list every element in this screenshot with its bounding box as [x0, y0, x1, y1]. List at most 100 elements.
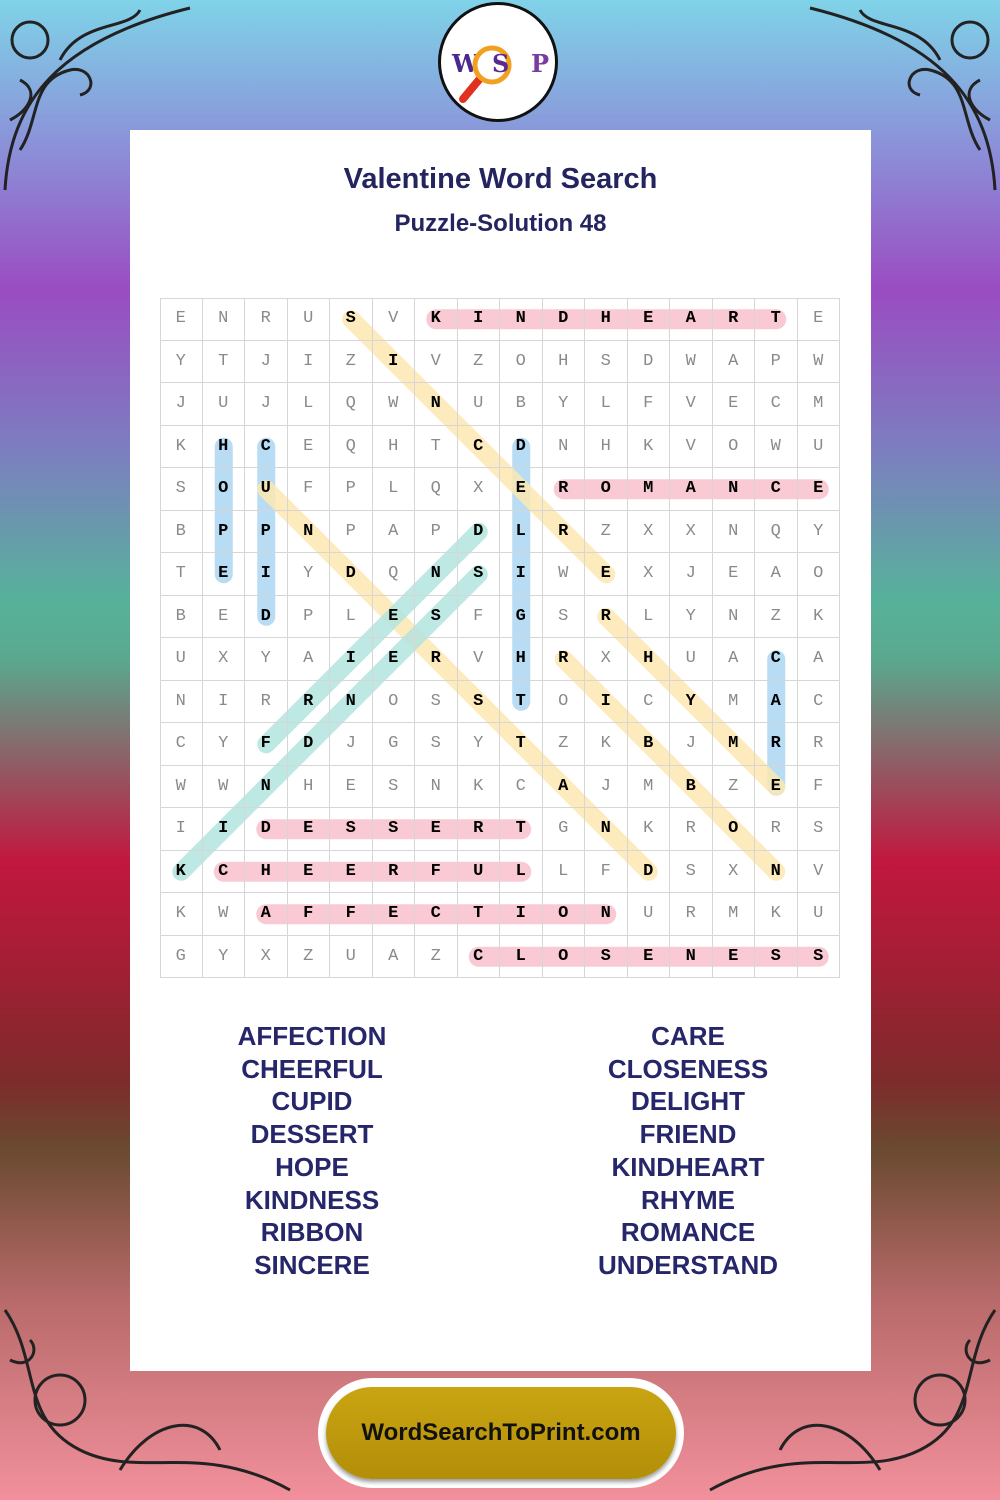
grid-cell[interactable]: D: [627, 850, 670, 893]
grid-cell[interactable]: R: [797, 723, 840, 766]
grid-cell[interactable]: E: [797, 298, 840, 341]
grid-cell[interactable]: A: [670, 298, 713, 341]
grid-cell[interactable]: Z: [415, 935, 458, 978]
grid-cell[interactable]: N: [755, 850, 798, 893]
grid-cell[interactable]: I: [287, 340, 330, 383]
grid-cell[interactable]: V: [415, 340, 458, 383]
grid-cell[interactable]: R: [542, 638, 585, 681]
grid-cell[interactable]: F: [287, 468, 330, 511]
grid-cell[interactable]: C: [755, 383, 798, 426]
grid-cell[interactable]: N: [542, 425, 585, 468]
grid-cell[interactable]: Z: [330, 340, 373, 383]
grid-cell[interactable]: S: [415, 723, 458, 766]
grid-cell[interactable]: S: [542, 595, 585, 638]
grid-cell[interactable]: P: [202, 510, 245, 553]
grid-cell[interactable]: N: [585, 808, 628, 851]
grid-cell[interactable]: N: [245, 765, 288, 808]
grid-cell[interactable]: L: [287, 383, 330, 426]
grid-cell[interactable]: E: [330, 765, 373, 808]
grid-cell[interactable]: L: [330, 595, 373, 638]
grid-cell[interactable]: O: [500, 340, 543, 383]
grid-cell[interactable]: W: [670, 340, 713, 383]
grid-cell[interactable]: U: [245, 468, 288, 511]
grid-cell[interactable]: H: [500, 638, 543, 681]
grid-cell[interactable]: V: [797, 850, 840, 893]
grid-cell[interactable]: J: [670, 553, 713, 596]
site-link-button[interactable]: WordSearchToPrint.com: [318, 1378, 684, 1488]
grid-cell[interactable]: Y: [202, 723, 245, 766]
grid-cell[interactable]: A: [797, 638, 840, 681]
grid-cell[interactable]: G: [372, 723, 415, 766]
grid-cell[interactable]: Y: [287, 553, 330, 596]
grid-cell[interactable]: Y: [202, 935, 245, 978]
grid-cell[interactable]: H: [585, 298, 628, 341]
grid-cell[interactable]: D: [457, 510, 500, 553]
grid-cell[interactable]: C: [160, 723, 203, 766]
grid-cell[interactable]: H: [627, 638, 670, 681]
grid-cell[interactable]: N: [202, 298, 245, 341]
grid-cell[interactable]: I: [457, 298, 500, 341]
grid-cell[interactable]: N: [287, 510, 330, 553]
grid-cell[interactable]: D: [330, 553, 373, 596]
grid-cell[interactable]: S: [457, 680, 500, 723]
grid-cell[interactable]: E: [627, 935, 670, 978]
grid-cell[interactable]: O: [372, 680, 415, 723]
grid-cell[interactable]: C: [202, 850, 245, 893]
grid-cell[interactable]: E: [372, 638, 415, 681]
grid-cell[interactable]: J: [330, 723, 373, 766]
grid-cell[interactable]: U: [330, 935, 373, 978]
grid-cell[interactable]: X: [627, 553, 670, 596]
grid-cell[interactable]: I: [202, 680, 245, 723]
grid-cell[interactable]: Y: [160, 340, 203, 383]
grid-cell[interactable]: F: [797, 765, 840, 808]
grid-cell[interactable]: U: [202, 383, 245, 426]
grid-cell[interactable]: K: [160, 893, 203, 936]
grid-cell[interactable]: F: [330, 893, 373, 936]
grid-cell[interactable]: E: [712, 383, 755, 426]
grid-cell[interactable]: M: [627, 765, 670, 808]
grid-cell[interactable]: I: [500, 553, 543, 596]
grid-cell[interactable]: K: [160, 850, 203, 893]
grid-cell[interactable]: N: [160, 680, 203, 723]
grid-cell[interactable]: W: [202, 893, 245, 936]
grid-cell[interactable]: T: [457, 893, 500, 936]
grid-cell[interactable]: K: [160, 425, 203, 468]
grid-cell[interactable]: K: [627, 808, 670, 851]
grid-cell[interactable]: N: [330, 680, 373, 723]
grid-cell[interactable]: L: [627, 595, 670, 638]
grid-cell[interactable]: A: [372, 935, 415, 978]
grid-cell[interactable]: R: [542, 468, 585, 511]
grid-cell[interactable]: M: [712, 723, 755, 766]
grid-cell[interactable]: Q: [330, 425, 373, 468]
grid-cell[interactable]: X: [585, 638, 628, 681]
grid-cell[interactable]: Z: [457, 340, 500, 383]
grid-cell[interactable]: P: [287, 595, 330, 638]
grid-cell[interactable]: L: [372, 468, 415, 511]
grid-cell[interactable]: U: [797, 893, 840, 936]
grid-cell[interactable]: C: [755, 638, 798, 681]
grid-cell[interactable]: E: [755, 765, 798, 808]
grid-cell[interactable]: V: [372, 298, 415, 341]
grid-cell[interactable]: C: [245, 425, 288, 468]
grid-cell[interactable]: R: [415, 638, 458, 681]
grid-cell[interactable]: A: [755, 553, 798, 596]
grid-cell[interactable]: E: [330, 850, 373, 893]
grid-cell[interactable]: Z: [585, 510, 628, 553]
grid-cell[interactable]: A: [372, 510, 415, 553]
grid-cell[interactable]: S: [415, 680, 458, 723]
grid-cell[interactable]: P: [755, 340, 798, 383]
grid-cell[interactable]: W: [372, 383, 415, 426]
grid-cell[interactable]: A: [755, 680, 798, 723]
grid-cell[interactable]: N: [415, 765, 458, 808]
grid-cell[interactable]: R: [670, 893, 713, 936]
grid-cell[interactable]: K: [457, 765, 500, 808]
grid-cell[interactable]: M: [627, 468, 670, 511]
grid-cell[interactable]: E: [287, 850, 330, 893]
grid-cell[interactable]: W: [542, 553, 585, 596]
grid-cell[interactable]: F: [245, 723, 288, 766]
grid-cell[interactable]: E: [415, 808, 458, 851]
grid-cell[interactable]: O: [542, 893, 585, 936]
grid-cell[interactable]: U: [670, 638, 713, 681]
grid-cell[interactable]: P: [245, 510, 288, 553]
grid-cell[interactable]: S: [755, 935, 798, 978]
